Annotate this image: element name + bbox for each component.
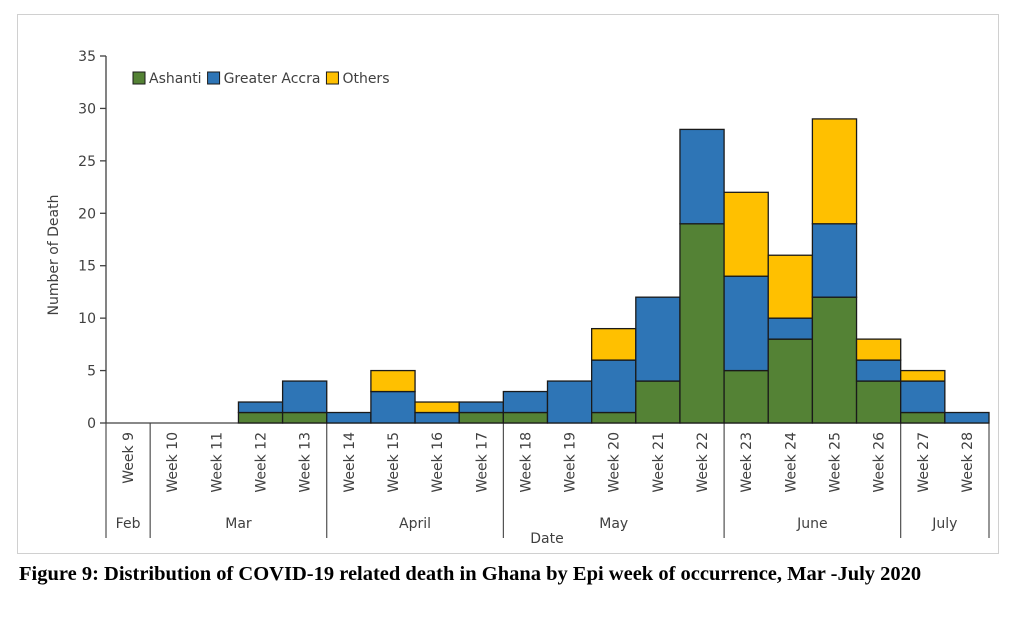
bar-segment xyxy=(458,411,505,424)
y-tick-label: 5 xyxy=(87,364,96,380)
bar-segment xyxy=(237,411,284,424)
bar-segment xyxy=(635,380,681,424)
bars-layer xyxy=(237,118,990,424)
bar-segment xyxy=(326,411,372,424)
bar-segment xyxy=(679,128,725,225)
bar-segment xyxy=(370,369,416,393)
legend-label: Others xyxy=(342,71,389,87)
bar-segment xyxy=(281,380,328,414)
bar-segment xyxy=(723,369,769,424)
month-label: June xyxy=(796,516,828,532)
bar-segment xyxy=(944,411,990,424)
x-tick-label: Week 13 xyxy=(298,432,314,493)
x-tick-label: Week 28 xyxy=(960,432,976,493)
x-tick-label: Week 9 xyxy=(121,432,137,484)
bar-segment xyxy=(900,380,946,414)
x-tick-label: Week 12 xyxy=(254,432,270,493)
bar-segment xyxy=(723,275,769,372)
bar-segment xyxy=(767,338,814,424)
bar-segment xyxy=(281,411,328,424)
x-tick-label: Week 19 xyxy=(563,432,579,493)
x-tick-label: Week 20 xyxy=(607,432,623,493)
x-tick-label: Week 22 xyxy=(695,432,711,493)
y-tick-label: 15 xyxy=(78,259,96,275)
legend-label: Ashanti xyxy=(149,71,202,87)
legend-swatch xyxy=(132,71,146,85)
bar-segment xyxy=(855,359,902,382)
x-tick-label: Week 27 xyxy=(916,432,932,493)
stacked-bar-chart: 0 5 10 15 20 25 30 35 Week 9 Week 10 Week 11 Week 1… xyxy=(46,49,990,547)
y-axis-title: Number of Death xyxy=(46,195,62,316)
month-label: April xyxy=(399,516,431,532)
bar-segment xyxy=(679,223,725,424)
x-tick-label: Week 23 xyxy=(739,432,755,493)
bar-segment xyxy=(591,411,637,424)
x-tick-label: Week 18 xyxy=(518,432,534,493)
x-axis-title: Date xyxy=(530,531,563,547)
bar-segment xyxy=(635,296,681,382)
bar-segment xyxy=(414,401,460,414)
y-tick-label: 35 xyxy=(78,49,96,65)
x-tick-label: Week 16 xyxy=(430,432,446,493)
bar-segment xyxy=(723,191,769,277)
y-tick-label: 0 xyxy=(87,416,96,432)
month-label: Mar xyxy=(225,516,252,532)
bar-segment xyxy=(811,223,858,298)
x-tick-label: Week 10 xyxy=(165,432,181,493)
month-label: Feb xyxy=(116,516,141,532)
y-tick-label: 10 xyxy=(78,311,96,327)
bar-segment xyxy=(767,254,814,319)
bar-segment xyxy=(767,317,814,340)
x-tick-label: Week 24 xyxy=(783,432,799,493)
x-tick-label: Week 26 xyxy=(872,432,888,493)
month-label: May xyxy=(599,516,628,532)
y-tick-label: 30 xyxy=(78,101,96,117)
bar-segment xyxy=(900,369,946,382)
x-tick-label: Week 17 xyxy=(474,432,490,493)
bar-segment xyxy=(370,390,416,424)
bar-segment xyxy=(811,296,858,424)
y-tick-label: 25 xyxy=(78,154,96,170)
bar-segment xyxy=(591,327,637,361)
bar-segment xyxy=(900,411,946,424)
bar-segment xyxy=(855,338,902,361)
x-tick-label: Week 15 xyxy=(386,432,402,493)
month-label: July xyxy=(931,516,957,532)
bar-segment xyxy=(502,390,549,414)
bar-segment xyxy=(458,401,505,414)
bar-segment xyxy=(237,401,284,414)
legend-swatch xyxy=(325,71,339,85)
legend-swatch xyxy=(207,71,221,85)
x-tick-label: Week 25 xyxy=(827,432,843,493)
x-tick-label: Week 14 xyxy=(342,432,358,493)
bar-segment xyxy=(502,411,549,424)
bar-segment xyxy=(591,359,637,414)
y-tick-label: 20 xyxy=(78,206,96,222)
bar-segment xyxy=(811,118,858,225)
bar-segment xyxy=(414,411,460,424)
x-tick-label: Week 21 xyxy=(651,432,667,493)
chart-frame xyxy=(17,14,999,554)
legend-label: Greater Accra xyxy=(224,71,321,87)
bar-segment xyxy=(855,380,902,424)
figure-caption: Figure 9: Distribution of COVID-19 relat… xyxy=(19,563,922,585)
x-tick-label: Week 11 xyxy=(209,432,225,493)
bar-segment xyxy=(546,380,593,424)
legend: Ashanti Greater Accra Others xyxy=(132,71,389,87)
